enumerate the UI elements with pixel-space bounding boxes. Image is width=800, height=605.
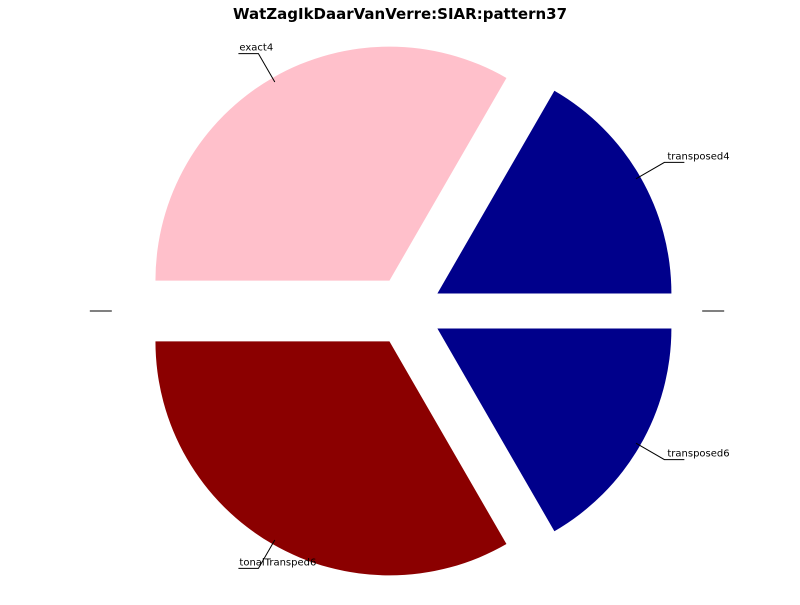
pie-slice	[155, 46, 507, 281]
slice-label: transposed4	[667, 151, 729, 162]
label-leader-line	[635, 161, 685, 180]
slice-label: transposed6	[667, 449, 729, 460]
label-leader-line	[635, 442, 685, 461]
pie-labels: transposed4 exact4 tonalTransped6 transpose…	[89, 43, 730, 569]
pie-slice	[437, 328, 672, 532]
label-leader-line	[238, 53, 276, 83]
chart-title: WatZagIkDaarVanVerre:SIAR:pattern37	[233, 5, 567, 23]
slice-label: tonalTransped6	[239, 557, 316, 568]
pie-slices	[155, 46, 672, 576]
pie-slice	[437, 90, 672, 294]
slice-label: exact4	[239, 43, 273, 54]
label-leader-line	[238, 539, 276, 569]
pie-slice	[155, 341, 507, 576]
